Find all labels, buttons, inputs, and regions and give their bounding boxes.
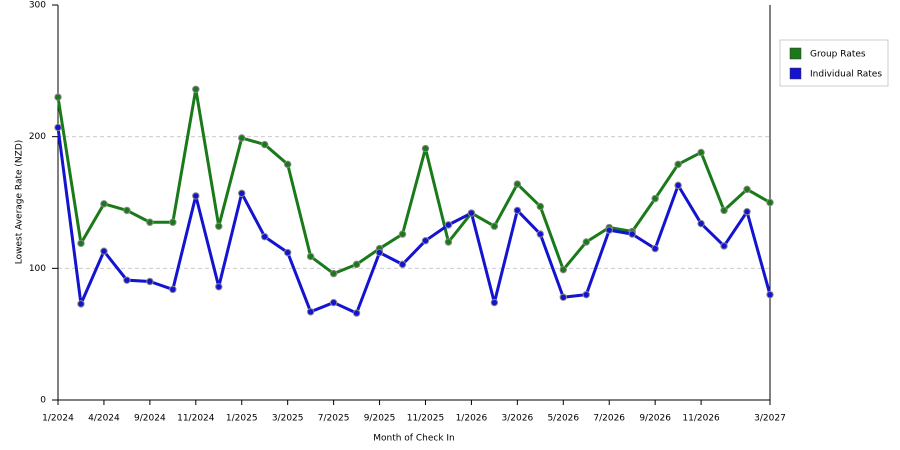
point — [352, 260, 361, 269]
x-tick-label: 7/2026 — [593, 414, 625, 424]
legend-swatch — [789, 67, 802, 80]
point — [651, 194, 659, 203]
x-tick-label: 1/2024 — [42, 414, 74, 424]
point — [283, 248, 292, 257]
x-tick-label: 7/2025 — [318, 414, 350, 424]
point — [605, 226, 613, 234]
point — [54, 123, 62, 132]
x-tick-label: 11/2026 — [682, 414, 720, 424]
point — [100, 247, 108, 255]
series-line — [56, 127, 772, 315]
point — [398, 260, 407, 269]
point — [421, 144, 430, 153]
x-tick-label: 11/2024 — [177, 414, 215, 424]
point — [697, 148, 705, 157]
point — [559, 293, 567, 301]
legend-label: Individual Rates — [810, 70, 882, 80]
point — [513, 206, 522, 215]
point — [421, 236, 430, 245]
legend-label: Group Rates — [810, 50, 866, 60]
point — [169, 218, 177, 226]
point — [720, 242, 728, 250]
x-tick-label: 4/2024 — [88, 414, 120, 424]
x-tick-label: 9/2025 — [364, 414, 396, 424]
y-tick-label: 100 — [29, 264, 46, 274]
point — [628, 230, 636, 238]
point — [743, 208, 751, 216]
point — [582, 238, 590, 246]
point — [261, 233, 269, 241]
y-tick-label: 200 — [29, 132, 46, 142]
point — [651, 244, 659, 253]
series-line — [56, 87, 771, 276]
point — [720, 206, 728, 215]
point — [100, 200, 108, 208]
point — [536, 230, 545, 238]
point — [192, 85, 200, 93]
point — [306, 308, 315, 316]
point — [352, 309, 361, 317]
point — [215, 222, 223, 230]
point — [674, 181, 682, 190]
point — [490, 222, 499, 230]
legend-swatch — [789, 47, 802, 60]
point — [674, 160, 682, 169]
x-axis-label: Month of Check In — [373, 434, 455, 444]
x-tick-label: 5/2026 — [547, 414, 579, 424]
point — [123, 206, 131, 215]
point — [513, 180, 522, 188]
point — [329, 269, 338, 278]
y-tick-label: 0 — [40, 396, 46, 406]
point — [536, 202, 545, 211]
point — [490, 298, 499, 307]
point — [582, 290, 590, 299]
point — [54, 93, 62, 101]
point — [743, 185, 751, 194]
point — [77, 239, 85, 248]
point — [146, 218, 154, 226]
x-tick-label: 1/2026 — [456, 414, 488, 424]
point — [215, 283, 223, 291]
point — [697, 219, 705, 228]
point — [329, 298, 338, 307]
point — [146, 277, 154, 286]
y-tick-label: 300 — [29, 1, 46, 11]
x-tick-label: 3/2026 — [502, 414, 534, 424]
point — [238, 189, 246, 197]
point — [238, 134, 246, 142]
point — [169, 285, 177, 294]
point — [444, 221, 453, 229]
point — [444, 238, 453, 246]
y-axis-label: Lowest Average Rate (NZD) — [15, 140, 25, 265]
point — [123, 276, 131, 284]
point — [559, 265, 567, 274]
point — [398, 230, 407, 238]
x-tick-label: 9/2026 — [639, 414, 671, 424]
point — [375, 248, 384, 257]
x-tick-label: 1/2025 — [226, 414, 258, 424]
x-tick-label: 9/2024 — [134, 414, 166, 424]
x-tick-label: 3/2027 — [754, 414, 786, 424]
point — [766, 198, 774, 207]
x-tick-label: 3/2025 — [272, 414, 304, 424]
point — [77, 300, 85, 308]
point — [306, 252, 315, 261]
point — [766, 290, 774, 299]
point — [192, 192, 200, 200]
x-tick-label: 11/2025 — [407, 414, 444, 424]
point — [261, 140, 269, 149]
point — [283, 160, 292, 169]
point — [467, 209, 476, 217]
